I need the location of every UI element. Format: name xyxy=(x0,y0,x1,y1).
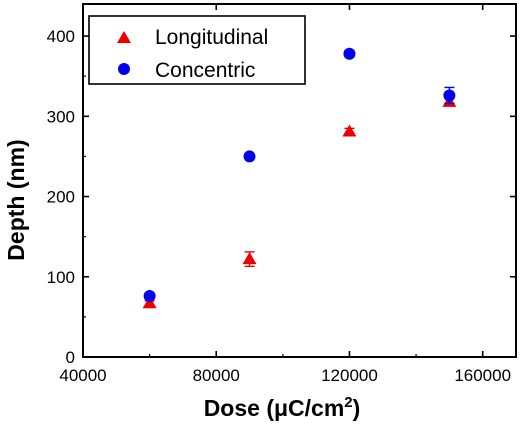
data-point-longitudinal xyxy=(342,124,357,137)
x-axis-title: Dose (μC/cm2) xyxy=(204,394,361,421)
data-point-concentric xyxy=(143,290,156,303)
x-axis-title-close: ) xyxy=(353,395,361,421)
plot-frame xyxy=(82,3,517,358)
x-tick-label: 160000 xyxy=(454,366,511,385)
y-axis-title: Depth (nm) xyxy=(3,139,29,260)
x-tick-label: 120000 xyxy=(321,366,378,385)
legend: Longitudinal Concentric xyxy=(88,15,306,85)
x-tick-label: 80000 xyxy=(193,366,240,385)
data-point-concentric xyxy=(343,47,356,60)
y-tick-label: 400 xyxy=(47,27,75,46)
legend-label-concentric: Concentric xyxy=(155,59,255,82)
data-point-concentric xyxy=(443,89,456,102)
data-point-longitudinal xyxy=(142,296,157,309)
legend-marker-longitudinal xyxy=(117,31,131,43)
data-point-concentric xyxy=(243,150,256,163)
y-tick-label: 200 xyxy=(47,188,75,207)
x-axis-title-main: Dose (μC/cm xyxy=(204,395,345,421)
x-tick-label: 40000 xyxy=(59,366,106,385)
legend-marker-concentric xyxy=(118,63,130,75)
y-tick-label: 100 xyxy=(47,268,75,287)
x-axis-title-superscript: 2 xyxy=(344,394,352,411)
y-tick-label: 300 xyxy=(47,107,75,126)
y-tick-label: 0 xyxy=(66,348,75,367)
legend-label-longitudinal: Longitudinal xyxy=(155,26,268,49)
data-point-longitudinal xyxy=(242,252,257,265)
plot-layer: 40000 80000 120000 160000 0 100 200 300 400 xyxy=(47,3,517,385)
